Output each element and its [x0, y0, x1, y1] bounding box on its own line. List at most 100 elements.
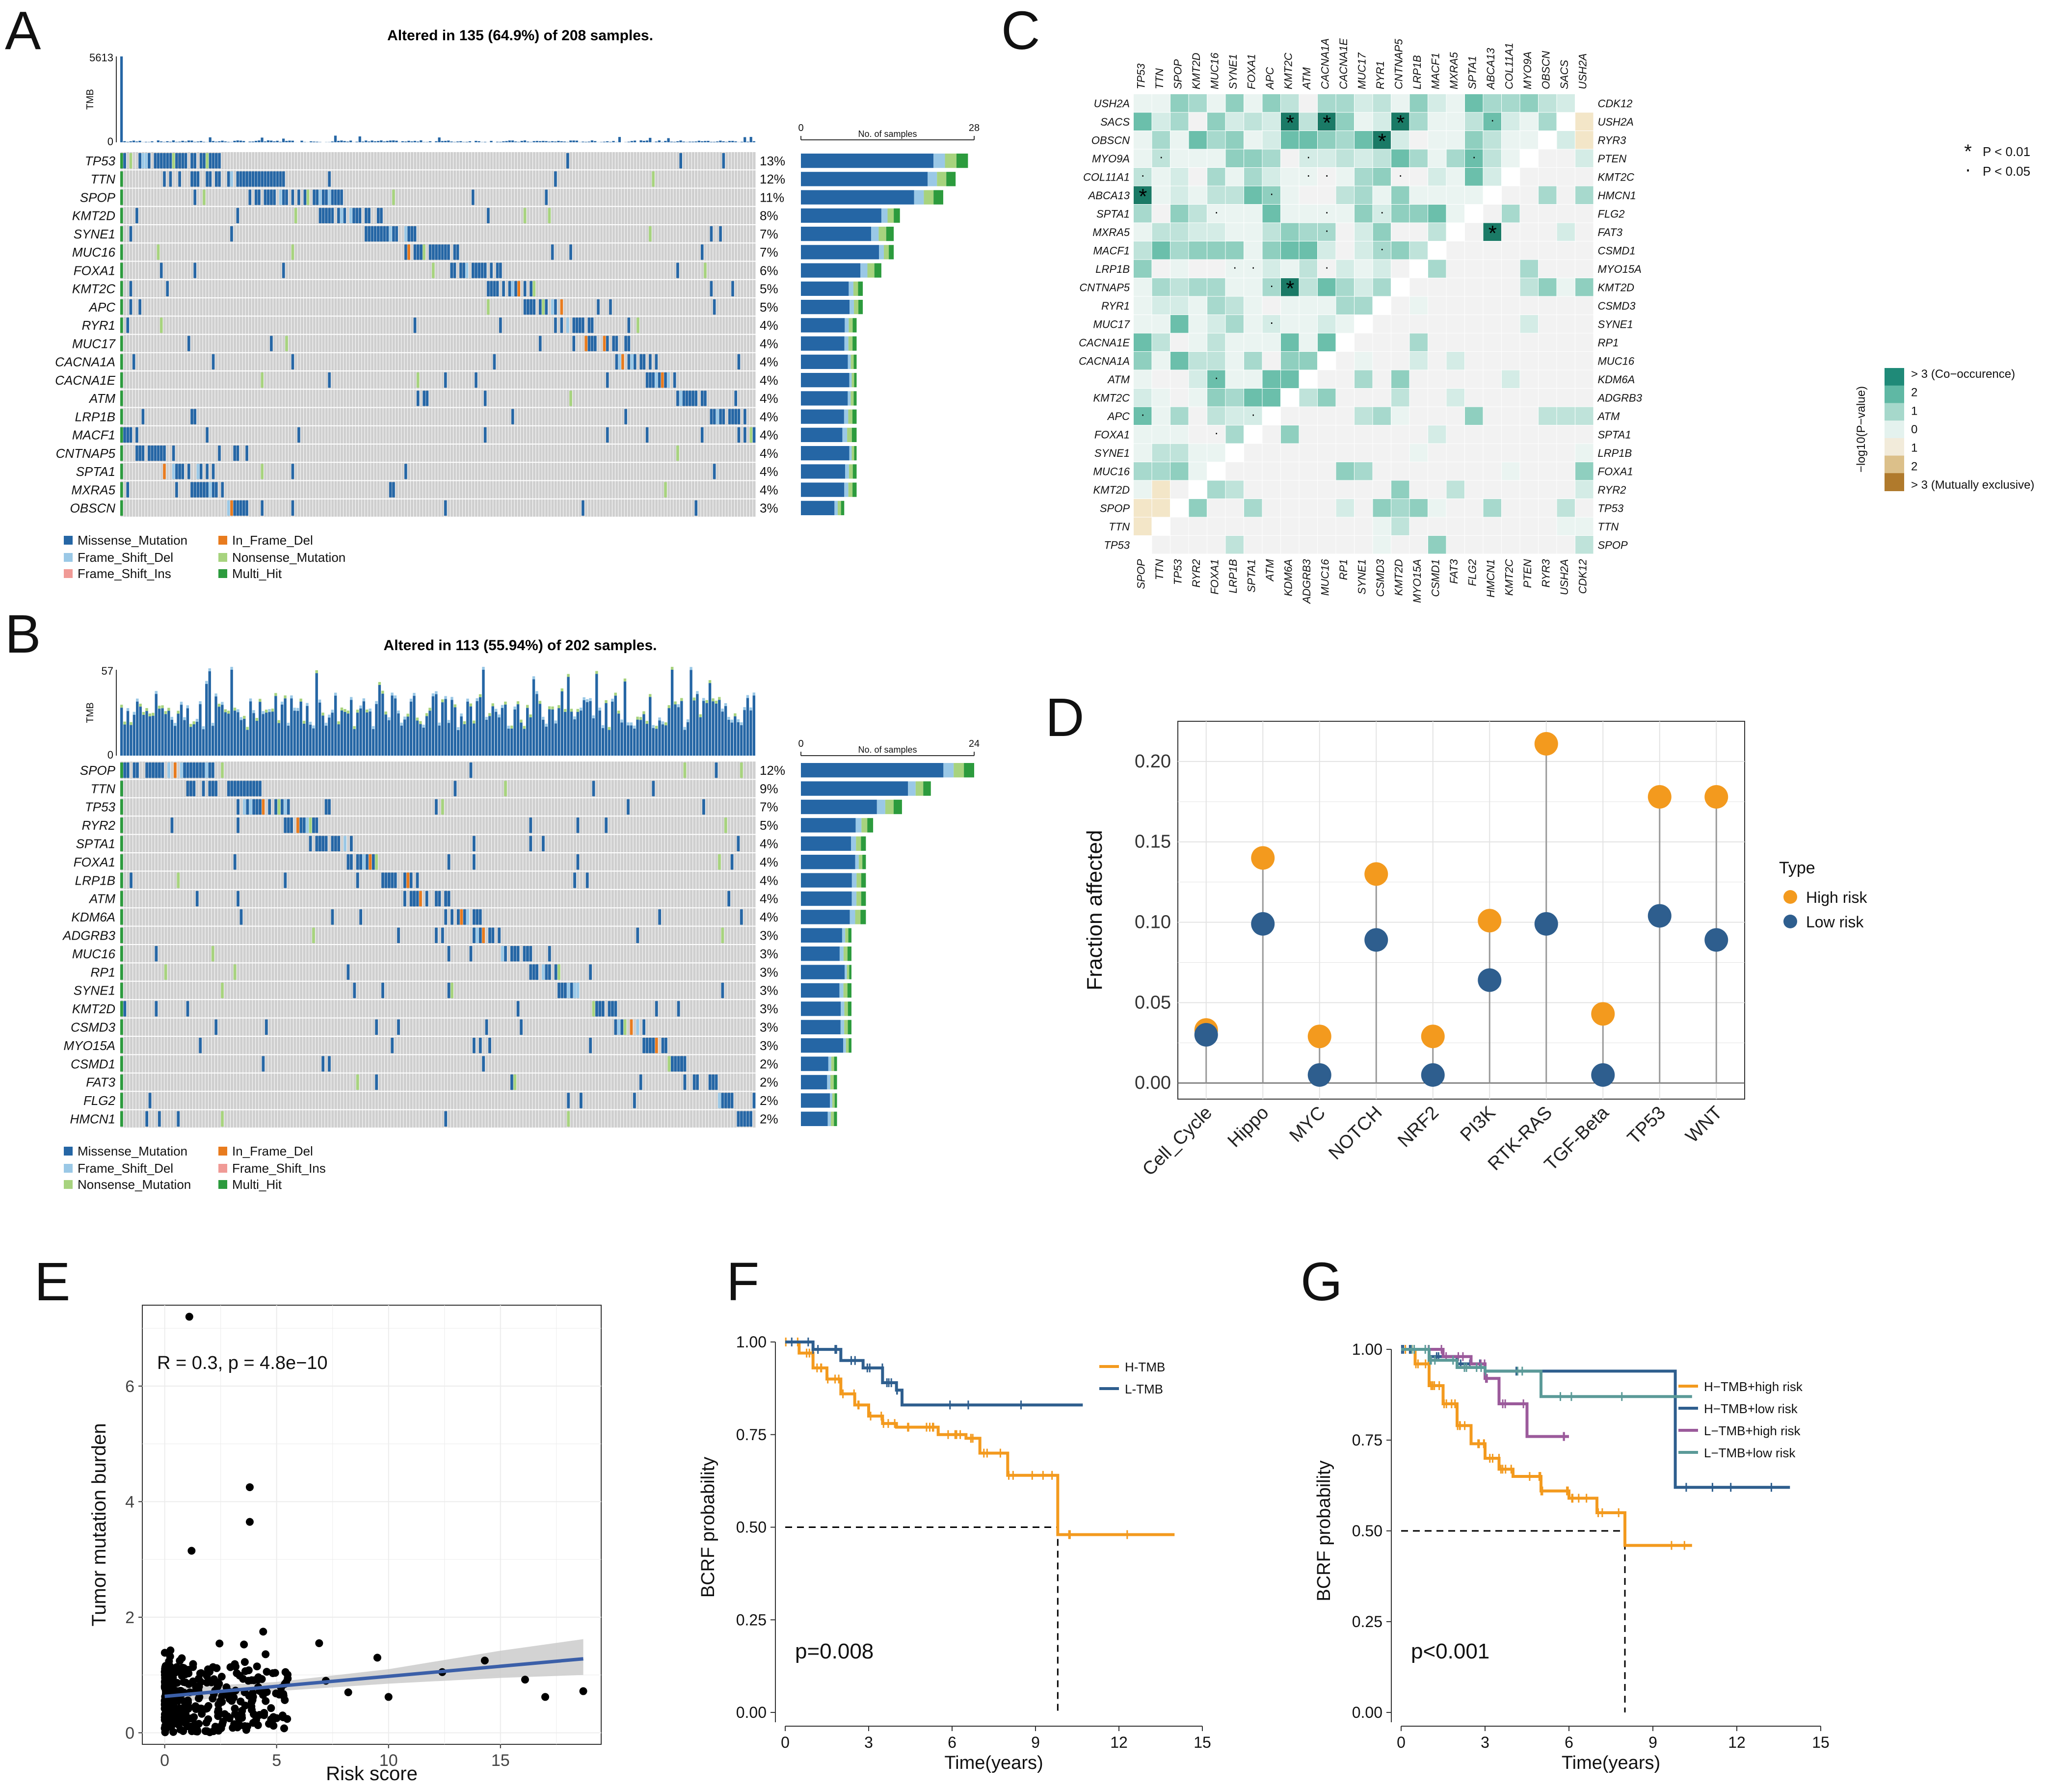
gene-percent: 2%	[760, 1112, 778, 1127]
heatmap-cell	[1391, 315, 1409, 333]
heatmap-cell	[1575, 241, 1594, 260]
oncoplot-mutation-cell	[375, 1019, 378, 1035]
bar-segment	[877, 799, 885, 815]
oncoplot-mutation-cell	[206, 171, 209, 187]
heatmap-cell	[1262, 205, 1280, 223]
oncoplot-mutation-cell	[710, 409, 713, 424]
oncoplot-mutation-cell	[575, 317, 579, 333]
heatmap-cell	[1299, 205, 1317, 223]
oncoplot-mutation-cell	[245, 171, 248, 187]
oncoplot-mutation-cell	[535, 964, 539, 980]
tmb-bar-cap	[478, 694, 482, 697]
heatmap-cell	[1207, 149, 1225, 167]
oncoplot-mutation-cell	[516, 946, 520, 962]
heatmap-cell	[1244, 462, 1262, 480]
tmb-bar	[516, 704, 520, 756]
oncoplot-mutation-cell	[159, 317, 163, 333]
oncoplot-mutation-cell	[746, 1111, 749, 1127]
gene-label: FOXA1	[74, 855, 115, 869]
heatmap-right-label: PTEN	[1598, 153, 1627, 165]
heatmap-cell	[1557, 480, 1575, 499]
bar-segment-missense	[801, 427, 843, 442]
oncoplot-mutation-cell	[290, 817, 293, 833]
bar-segment	[849, 318, 853, 333]
oncoplot-mutation-cell	[724, 817, 727, 833]
legend-label: Nonsense_Mutation	[78, 1177, 191, 1192]
heatmap-left-label: APC	[1107, 410, 1130, 422]
colorbar-tick: 2	[1911, 460, 1917, 473]
oncoplot-mutation-cell	[661, 372, 664, 388]
oncoplot-mutation-cell	[529, 817, 532, 833]
oncoplot-mutation-cell	[391, 872, 394, 888]
oncoplot-mutation-cell	[453, 781, 457, 796]
bar-segment	[848, 354, 851, 369]
tmb-bar-cap	[287, 722, 290, 726]
tmb-bar	[400, 725, 403, 756]
heatmap-cell	[1225, 333, 1244, 351]
tmb-bar-cap	[309, 721, 312, 725]
oncoplot-mutation-cell	[447, 854, 451, 870]
bar-segment-missense	[801, 763, 944, 778]
heatmap-cell	[1465, 168, 1483, 186]
oncoplot-mutation-cell	[542, 836, 545, 851]
heatmap-cell	[1299, 499, 1317, 517]
scatter-point	[187, 1547, 196, 1555]
panel-b-gene-labels: SPOP 12%TTN 9%TP53 7%RYR2 5%SPTA1 4%FOXA1 4%LR…	[62, 763, 785, 1127]
heatmap-cell	[1465, 131, 1483, 149]
tmb-bar	[372, 729, 375, 756]
bar-segment	[849, 281, 853, 296]
legend-dot-low	[1783, 915, 1797, 928]
heatmap-cell	[1465, 223, 1483, 241]
scatter-point	[241, 1667, 250, 1675]
colorbar-tick: > 3 (Co−occurence)	[1911, 368, 2015, 381]
heatmap-cell	[1428, 94, 1446, 112]
heatmap-top-label: LRP1B	[1411, 55, 1423, 89]
bar-segment	[850, 910, 855, 924]
oncoplot-mutation-cell	[696, 1074, 699, 1090]
oncoplot-mutation-cell	[731, 409, 734, 424]
tmb-bar-cap	[649, 694, 652, 697]
legend-swatch	[218, 569, 227, 578]
oncoplot-mutation-cell	[621, 354, 624, 369]
oncoplot-mutation-cell	[209, 171, 212, 187]
oncoplot-mutation-cell	[465, 263, 469, 278]
tmb-bar	[376, 141, 380, 142]
heatmap-cell	[1575, 425, 1594, 444]
oncoplot-mutation-cell	[403, 891, 406, 907]
oncoplot-multi-hit-cell	[120, 799, 123, 815]
tmb-bar	[727, 720, 730, 756]
oncoplot-mutation-cell	[576, 817, 580, 833]
oncoplot-multi-hit-cell	[120, 299, 123, 315]
heatmap-bottom-label: KDM6A	[1282, 559, 1295, 597]
heatmap-cell	[1575, 94, 1594, 112]
heatmap-bottom-label: ADGRB3	[1301, 559, 1313, 605]
bar-segment	[871, 227, 879, 241]
heatmap-cell	[1575, 296, 1594, 315]
oncoplot-mutation-cell	[567, 1111, 570, 1127]
heatmap-cell	[1244, 425, 1262, 444]
tmb-bar	[419, 724, 422, 756]
tmb-bar-cap	[501, 705, 504, 708]
y-tick-label: 0.10	[1135, 912, 1171, 933]
heatmap-cell	[1483, 241, 1501, 260]
heatmap-left-label: MYO9A	[1092, 153, 1130, 165]
heatmap-left-label: USH2A	[1094, 97, 1130, 109]
scatter-point	[213, 1678, 222, 1686]
tmb-bar	[274, 696, 277, 756]
panel-f-km-plot: 0.000.250.500.751.000 3 6 9 12 15Time(years)B…	[698, 1333, 1211, 1773]
tmb-bar	[145, 711, 148, 756]
oncoplot-mutation-cell	[487, 281, 490, 296]
tmb-bar	[157, 140, 159, 142]
colorbar-tick: 1	[1911, 442, 1917, 455]
oncoplot-mutation-cell	[178, 464, 181, 479]
heatmap-cell	[1502, 149, 1520, 167]
bar-segment	[851, 373, 854, 388]
oncoplot-mutation-cell	[463, 909, 466, 925]
heatmap-bottom-label: SPTA1	[1246, 559, 1258, 593]
oncoplot-mutation-cell	[749, 1111, 752, 1127]
oncoplot-mutation-cell	[566, 317, 569, 333]
gene-percent: 3%	[760, 947, 778, 961]
oncoplot-mutation-cell	[236, 446, 239, 461]
oncoplot-mutation-cell	[516, 1001, 520, 1017]
heatmap-cell	[1409, 370, 1428, 388]
